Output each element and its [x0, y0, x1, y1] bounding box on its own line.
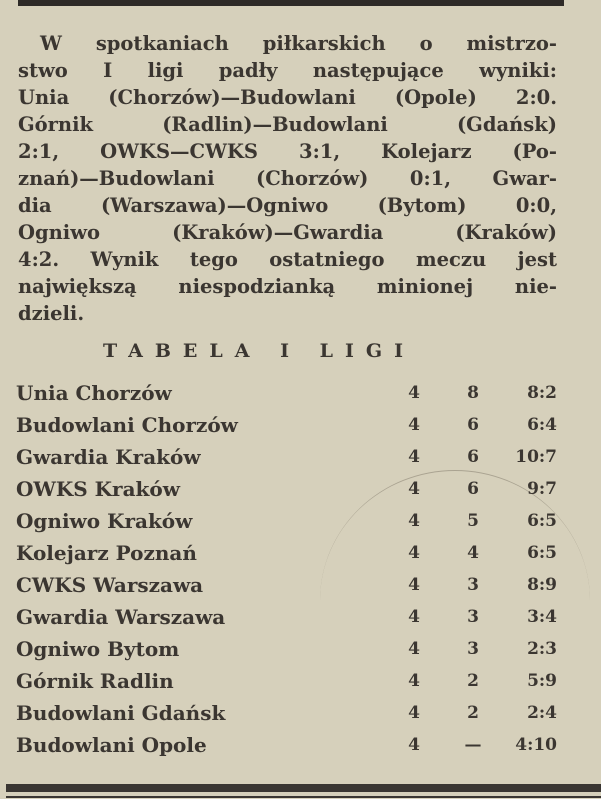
goal-ratio: 3:4: [527, 607, 557, 627]
team-name: Gwardia Kraków: [16, 445, 201, 469]
team-name: Gwardia Warszawa: [16, 605, 226, 629]
article-line: dia (Warszawa)—Ogniwo (Bytom) 0:0,: [18, 194, 557, 217]
article-line: Ogniwo (Kraków)—Gwardia (Kraków): [18, 221, 557, 244]
games-played: 4: [408, 479, 420, 499]
points: 3: [467, 575, 479, 595]
article-line: dzieli.: [18, 302, 85, 325]
table-row: CWKS Warszawa 4 3 8:9: [16, 569, 561, 601]
article-line: 2:1, OWKS—CWKS 3:1, Kolejarz (Po-: [18, 140, 557, 163]
table-row: Budowlani Chorzów 4 6 6:4: [16, 409, 561, 441]
table-title: TABELA I LIGI: [103, 340, 415, 362]
article-line: W spotkaniach piłkarskich o mistrzo-: [40, 32, 557, 55]
team-name: Budowlani Gdańsk: [16, 701, 226, 725]
goal-ratio: 2:4: [527, 703, 557, 723]
games-played: 4: [408, 415, 420, 435]
bottom-rule-thin: [6, 796, 601, 798]
points: 2: [467, 671, 479, 691]
points: 2: [467, 703, 479, 723]
team-name: Budowlani Opole: [16, 733, 207, 757]
article-line: znań)—Budowlani (Chorzów) 0:1, Gwar-: [18, 167, 557, 190]
table-row: Budowlani Gdańsk 4 2 2:4: [16, 697, 561, 729]
bottom-rule: [6, 784, 601, 792]
article-line: Unia (Chorzów)—Budowlani (Opole) 2:0.: [18, 86, 557, 109]
article-line: największą niespodzianką minionej nie-: [18, 275, 557, 298]
points: 4: [467, 543, 479, 563]
goal-ratio: 10:7: [515, 447, 557, 467]
team-name: OWKS Kraków: [16, 477, 180, 501]
table-row: Górnik Radlin 4 2 5:9: [16, 665, 561, 697]
games-played: 4: [408, 543, 420, 563]
games-played: 4: [408, 511, 420, 531]
points: —: [464, 735, 482, 755]
team-name: Kolejarz Poznań: [16, 541, 197, 565]
games-played: 4: [408, 639, 420, 659]
goal-ratio: 6:5: [527, 543, 557, 563]
goal-ratio: 6:5: [527, 511, 557, 531]
table-row: Ogniwo Kraków 4 5 6:5: [16, 505, 561, 537]
games-played: 4: [408, 447, 420, 467]
games-played: 4: [408, 575, 420, 595]
table-row: Gwardia Kraków 4 6 10:7: [16, 441, 561, 473]
points: 3: [467, 607, 479, 627]
goal-ratio: 8:9: [527, 575, 557, 595]
team-name: Unia Chorzów: [16, 381, 172, 405]
team-name: Ogniwo Kraków: [16, 509, 193, 533]
table-row: Budowlani Opole 4 — 4:10: [16, 729, 561, 761]
goal-ratio: 2:3: [527, 639, 557, 659]
team-name: Ogniwo Bytom: [16, 637, 180, 661]
table-row: Ogniwo Bytom 4 3 2:3: [16, 633, 561, 665]
games-played: 4: [408, 671, 420, 691]
top-rule: [18, 0, 564, 6]
points: 5: [467, 511, 479, 531]
article-line: Górnik (Radlin)—Budowlani (Gdańsk): [18, 113, 557, 136]
games-played: 4: [408, 703, 420, 723]
table-row: Gwardia Warszawa 4 3 3:4: [16, 601, 561, 633]
table-row: Kolejarz Poznań 4 4 6:5: [16, 537, 561, 569]
goal-ratio: 6:4: [527, 415, 557, 435]
team-name: Górnik Radlin: [16, 669, 174, 693]
table-row: Unia Chorzów 4 8 8:2: [16, 377, 561, 409]
article-line: stwo I ligi padły następujące wyniki:: [18, 59, 557, 82]
points: 3: [467, 639, 479, 659]
games-played: 4: [408, 607, 420, 627]
goal-ratio: 4:10: [515, 735, 557, 755]
points: 8: [467, 383, 479, 403]
goal-ratio: 5:9: [527, 671, 557, 691]
league-table: Unia Chorzów 4 8 8:2 Budowlani Chorzów 4 6 6:4 G…: [16, 377, 561, 761]
article-paragraph: W spotkaniach piłkarskich o mistrzo- stw…: [18, 30, 557, 327]
goal-ratio: 9:7: [527, 479, 557, 499]
games-played: 4: [408, 735, 420, 755]
table-row: OWKS Kraków 4 6 9:7: [16, 473, 561, 505]
team-name: Budowlani Chorzów: [16, 413, 238, 437]
goal-ratio: 8:2: [527, 383, 557, 403]
points: 6: [467, 479, 479, 499]
points: 6: [467, 415, 479, 435]
team-name: CWKS Warszawa: [16, 573, 204, 597]
article-line: 4:2. Wynik tego ostatniego meczu jest: [18, 248, 557, 271]
points: 6: [467, 447, 479, 467]
games-played: 4: [408, 383, 420, 403]
